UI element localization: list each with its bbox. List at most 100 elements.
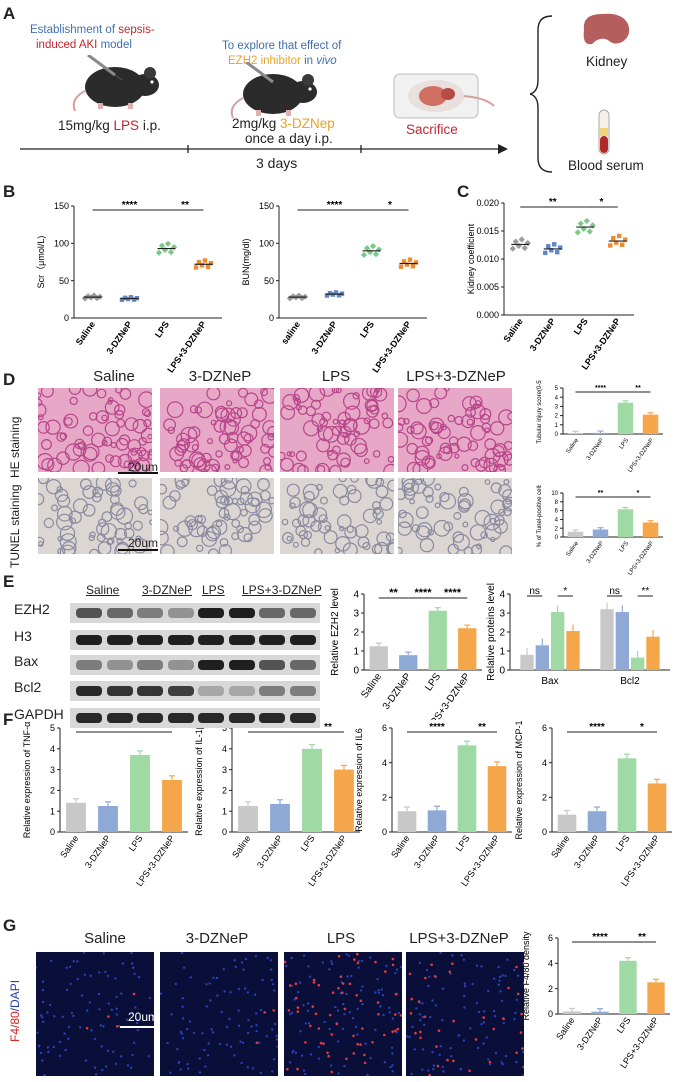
data-point xyxy=(360,251,368,258)
blot-strip xyxy=(70,681,320,701)
x-category-label: LPS xyxy=(619,438,630,451)
significance-label: ns xyxy=(529,586,540,597)
panel-a-label: A xyxy=(3,4,16,23)
y-tick-label: 3 xyxy=(499,609,505,620)
y-tick-label: 4 xyxy=(555,395,559,401)
panel-b-label: B xyxy=(3,182,16,201)
bar xyxy=(162,780,182,832)
y-tick-label: 3 xyxy=(222,765,227,775)
blot-band xyxy=(259,635,285,645)
blot-strip xyxy=(70,655,320,675)
chart-il6: 0 2 4 6 Relative expression of IL6 Saline 3-DZ… xyxy=(354,722,512,888)
bar xyxy=(642,522,659,537)
g-row-label: F4/80/DAPI xyxy=(8,980,22,1042)
x-category-label: 3-DZNeP xyxy=(528,316,558,352)
chart-il1b: 0 1 2 3 4 5 Relative expression of IL-1β Saline… xyxy=(194,722,360,888)
blood-tube-icon xyxy=(598,109,610,155)
x-category-label: 3-DZNeP xyxy=(381,671,414,712)
data-point xyxy=(558,245,563,250)
chart-tunel: 0 2 4 6 8 10 % of Tunel-positive cells Saline 3-… xyxy=(537,485,663,575)
significance-label: * xyxy=(563,586,567,597)
blot-band xyxy=(76,686,102,696)
blot-band xyxy=(228,608,255,618)
row-label-he: HE staining xyxy=(8,416,22,478)
significance-label: **** xyxy=(595,385,606,392)
blot-band xyxy=(106,608,133,618)
y-tick-label: 50 xyxy=(59,276,69,286)
y-tick-label: 0 xyxy=(269,313,274,323)
significance-label: ** xyxy=(324,722,332,733)
significance-label: ** xyxy=(389,587,398,599)
data-point xyxy=(410,264,416,269)
significance-label: ** xyxy=(635,385,641,392)
fluorescence-image xyxy=(160,952,278,1076)
x-category-label: LPS xyxy=(614,833,632,853)
step1-text-d: model xyxy=(97,39,132,51)
y-tick-label: 6 xyxy=(382,723,387,733)
g-label-blue: /DAPI xyxy=(8,979,22,1012)
blot-band xyxy=(198,660,224,670)
blot-band xyxy=(259,713,285,723)
y-tick-label: 5 xyxy=(50,723,55,733)
step2-title-line1: To explore that effect of xyxy=(222,40,342,52)
dissected-mouse-icon xyxy=(393,73,495,119)
x-category-label: LPS xyxy=(153,319,171,339)
blot-band xyxy=(228,713,255,723)
step2-dose2: once a day i.p. xyxy=(245,131,333,146)
blot-band xyxy=(289,713,316,723)
bar xyxy=(642,414,659,434)
blot-band xyxy=(167,686,194,696)
data-point xyxy=(369,242,377,250)
bar xyxy=(487,766,507,832)
bar xyxy=(520,654,534,670)
bar xyxy=(587,811,607,832)
x-category-label: saline xyxy=(279,319,302,346)
kidney-icon xyxy=(583,13,630,45)
step1-title-line1: Establishment of sepsis- xyxy=(30,24,155,36)
blot-band xyxy=(259,660,285,670)
blot-band xyxy=(137,660,163,670)
x-category-label: 3-DZNeP xyxy=(255,833,285,869)
g-header-saline: Saline xyxy=(84,930,126,947)
x-category-label: Saline xyxy=(549,833,572,859)
data-point xyxy=(509,245,516,252)
y-tick-label: 4 xyxy=(555,518,559,524)
data-point xyxy=(324,293,330,298)
bar xyxy=(647,783,667,832)
kidney-label: Kidney xyxy=(586,54,628,69)
y-tick-label: 0 xyxy=(555,535,559,541)
g-header-dznep: 3-DZNeP xyxy=(185,930,249,947)
step2-text-b: in xyxy=(300,55,317,67)
significance-label: * xyxy=(600,197,604,208)
data-point xyxy=(524,239,531,247)
scale-bar xyxy=(118,549,158,551)
dose1-text-c: i.p. xyxy=(139,118,161,133)
bar xyxy=(566,631,580,670)
tunel-micrograph xyxy=(38,478,152,554)
significance-label: **** xyxy=(444,587,462,599)
x-category-label: LPS xyxy=(423,671,443,693)
y-tick-label: 6 xyxy=(542,723,547,733)
y-tick-label: 10 xyxy=(551,491,558,497)
y-tick-label: 6 xyxy=(555,509,559,515)
significance-label: **** xyxy=(414,587,432,599)
dose2-text-b: 3-DZNep xyxy=(280,116,335,131)
g-header-lps: LPS xyxy=(326,930,356,947)
y-tick-label: 0.000 xyxy=(476,310,499,320)
significance-label: * xyxy=(388,200,392,211)
y-tick-label: 0 xyxy=(50,827,55,837)
x-category-label: LPS xyxy=(299,833,317,853)
significance-label: ** xyxy=(641,586,649,597)
data-point xyxy=(196,259,202,265)
y-tick-label: 2 xyxy=(499,628,505,639)
fluorescence-image xyxy=(36,952,154,1076)
x-category-label: 3-DZNeP xyxy=(412,833,442,869)
data-point xyxy=(611,235,616,241)
significance-label: ns xyxy=(609,586,620,597)
y-tick-label: 4 xyxy=(353,590,359,601)
x-category-label: Bax xyxy=(541,676,558,687)
data-point xyxy=(407,257,413,262)
y-tick-label: 3 xyxy=(50,765,55,775)
bar xyxy=(567,531,584,537)
significance-label: ** xyxy=(181,200,189,211)
